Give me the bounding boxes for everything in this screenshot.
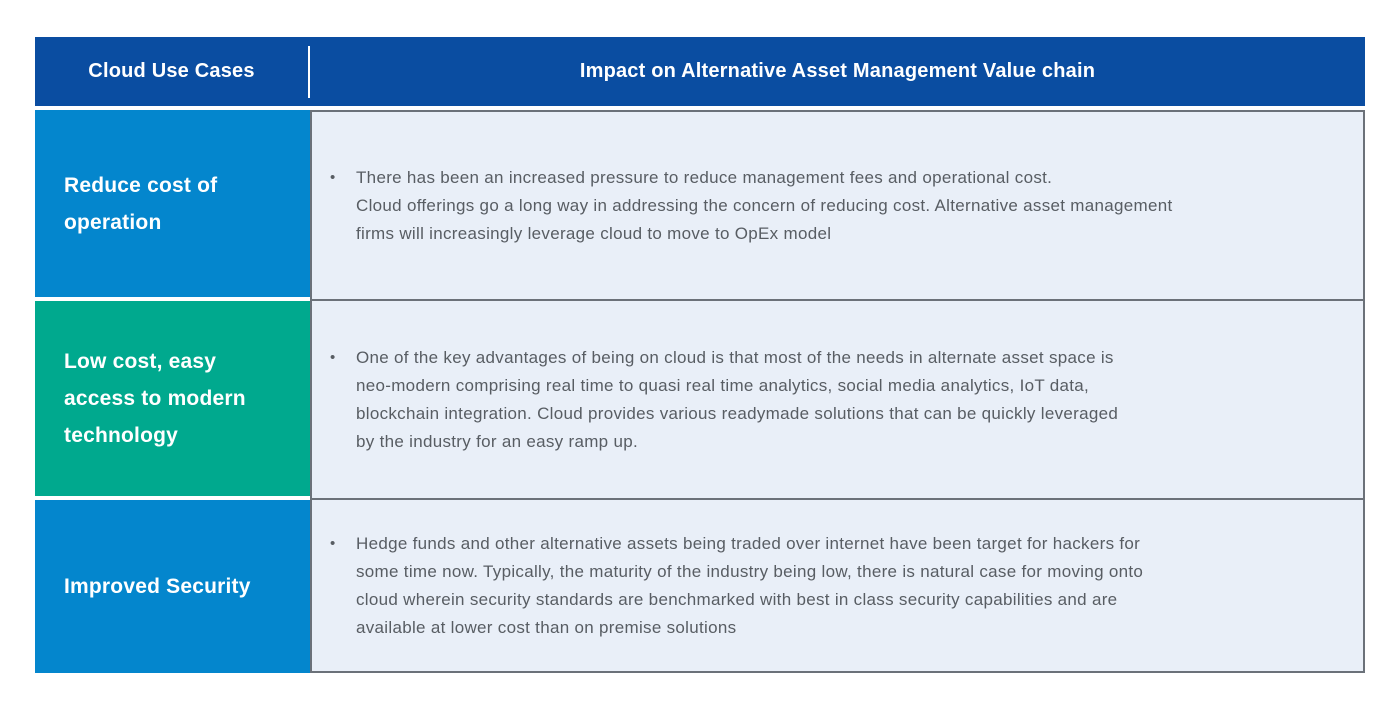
text-line: One of the key advantages of being on cl… <box>356 347 1114 367</box>
text-line: There has been an increased pressure to … <box>356 167 1053 187</box>
text-line: neo-modern comprising real time to quasi… <box>356 375 1090 395</box>
bullet-text: Hedge funds and other alternative assets… <box>356 530 1143 642</box>
bullet-item: • There has been an increased pressure t… <box>330 164 1173 248</box>
label-cell-reduce-cost: Reduce cost of operation <box>35 110 310 297</box>
label-cell-improved-security: Improved Security <box>35 500 310 673</box>
text-line: some time now. Typically, the maturity o… <box>356 561 1144 581</box>
impact-content-panel: • There has been an increased pressure t… <box>310 110 1365 673</box>
label-line: Reduce cost of <box>64 173 218 197</box>
bullet-text: One of the key advantages of being on cl… <box>356 344 1118 456</box>
content-row-low-cost-technology: • One of the key advantages of being on … <box>312 301 1363 500</box>
label-line: Improved Security <box>64 575 251 598</box>
label-line: technology <box>64 424 179 447</box>
text-line: Cloud offerings go a long way in address… <box>356 195 1173 215</box>
header-cell-impact: Impact on Alternative Asset Management V… <box>310 37 1365 106</box>
bullet-item: • One of the key advantages of being on … <box>330 344 1118 456</box>
header-col1-label: Cloud Use Cases <box>88 60 255 82</box>
label-cell-low-cost-technology: Low cost, easy access to modern technolo… <box>35 301 310 496</box>
text-line: by the industry for an easy ramp up. <box>356 431 638 451</box>
text-line: Hedge funds and other alternative assets… <box>356 533 1141 553</box>
text-line: available at lower cost than on premise … <box>356 617 737 637</box>
text-line: firms will increasingly leverage cloud t… <box>356 223 832 243</box>
label-line: operation <box>64 210 162 234</box>
bullet-text: There has been an increased pressure to … <box>356 164 1173 248</box>
bullet-icon: • <box>330 348 336 366</box>
text-line: blockchain integration. Cloud provides v… <box>356 403 1119 423</box>
content-row-improved-security: • Hedge funds and other alternative asse… <box>312 500 1363 671</box>
header-col2-label: Impact on Alternative Asset Management V… <box>579 60 1096 82</box>
bullet-icon: • <box>330 168 336 186</box>
header-cell-cloud-use-cases: Cloud Use Cases <box>35 37 308 106</box>
table-header-row: Cloud Use Cases Impact on Alternative As… <box>35 37 1365 106</box>
text-line: cloud wherein security standards are ben… <box>356 589 1118 609</box>
content-row-reduce-cost: • There has been an increased pressure t… <box>312 112 1363 301</box>
label-line: access to modern <box>64 387 246 410</box>
header-column-divider <box>308 45 310 98</box>
bullet-item: • Hedge funds and other alternative asse… <box>330 530 1143 642</box>
bullet-icon: • <box>330 534 336 552</box>
label-line: Low cost, easy <box>64 350 217 373</box>
